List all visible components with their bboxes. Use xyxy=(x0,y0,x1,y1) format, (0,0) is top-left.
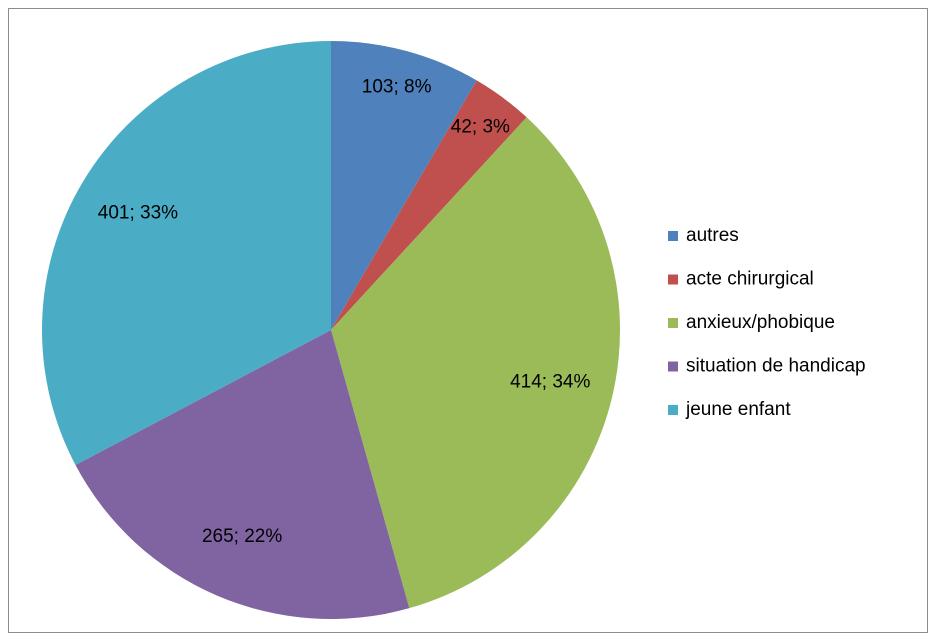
pie-slice xyxy=(41,41,331,465)
data-label: 103; 8% xyxy=(362,76,432,97)
legend-label: acte chirurgical xyxy=(686,269,814,290)
legend-swatch xyxy=(668,231,678,241)
legend-swatch xyxy=(668,318,678,328)
legend-swatch xyxy=(668,405,678,415)
legend-label: jeune enfant xyxy=(685,399,791,420)
legend-label: autres xyxy=(686,225,739,246)
pie-slice xyxy=(331,41,477,330)
pie-slice xyxy=(75,330,410,619)
data-label: 42; 3% xyxy=(451,117,510,138)
data-label: 265; 22% xyxy=(202,526,282,547)
legend-label: anxieux/phobique xyxy=(686,312,835,333)
legend-swatch xyxy=(668,361,678,372)
legend-swatch xyxy=(668,274,678,285)
data-label: 414; 34% xyxy=(510,371,590,392)
data-label: 401; 33% xyxy=(98,203,178,224)
pie-slice xyxy=(331,117,621,609)
pie-slice xyxy=(331,80,527,330)
legend-label: situation de handicap xyxy=(686,356,866,377)
